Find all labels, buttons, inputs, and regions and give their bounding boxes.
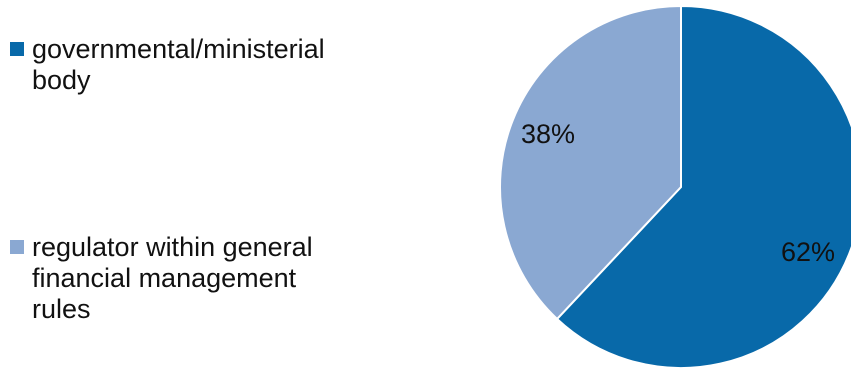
legend-label-governmental: governmental/ministerial body bbox=[32, 34, 325, 95]
legend-item-regulator: regulator within general financial manag… bbox=[10, 232, 352, 325]
legend-swatch-governmental bbox=[10, 42, 24, 56]
legend-label-regulator: regulator within general financial manag… bbox=[32, 232, 313, 324]
chart-legend: governmental/ministerial body regulator … bbox=[0, 0, 360, 369]
pie-label-governmental: 62% bbox=[781, 237, 835, 267]
legend-swatch-regulator bbox=[10, 240, 24, 254]
legend-item-governmental: governmental/ministerial body bbox=[10, 34, 352, 96]
pie-slice-governmental bbox=[555, 4, 851, 369]
pie-label-regulator: 38% bbox=[521, 119, 575, 149]
pie-slice-regulator bbox=[499, 4, 682, 321]
